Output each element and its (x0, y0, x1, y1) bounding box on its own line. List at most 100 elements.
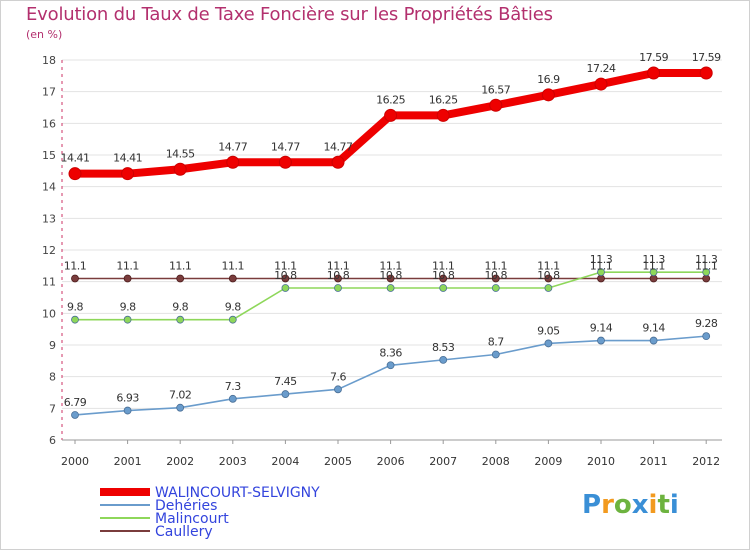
data-label: 11.1 (116, 260, 139, 273)
data-point (544, 339, 553, 348)
y-tick-label: 18 (42, 54, 56, 67)
data-label: 11.1 (590, 260, 613, 273)
data-label: 11.1 (432, 260, 455, 273)
y-tick-label: 15 (42, 149, 56, 162)
logo-letter: x (631, 490, 649, 520)
data-point (491, 350, 500, 359)
data-label: 10.8 (537, 269, 560, 282)
data-point (491, 284, 500, 292)
logo-letter: t (657, 490, 670, 520)
data-label: 11.1 (222, 260, 245, 273)
data-point (699, 66, 713, 80)
legend-label: Caullery (155, 524, 213, 540)
data-point (173, 162, 187, 176)
data-point (68, 167, 82, 181)
data-point (331, 155, 345, 169)
logo-letter: o (613, 490, 632, 520)
data-label: 11.3 (590, 253, 613, 266)
data-label: 14.77 (324, 140, 353, 153)
x-tick-label: 2008 (482, 455, 510, 468)
data-point (278, 155, 292, 169)
data-point (71, 274, 79, 283)
data-label: 16.25 (376, 93, 405, 106)
data-label: 10.8 (379, 269, 402, 282)
data-point (597, 268, 605, 277)
data-point (123, 274, 132, 283)
x-tick-label: 2009 (534, 455, 562, 468)
x-tick-label: 2007 (429, 455, 457, 468)
data-point (439, 274, 448, 283)
data-label: 11.3 (695, 253, 718, 266)
data-point (702, 268, 711, 277)
data-label: 11.1 (642, 260, 665, 273)
data-label: 7.6 (330, 370, 346, 383)
data-label: 6.93 (116, 392, 139, 405)
data-label: 16.9 (537, 73, 560, 86)
data-label: 11.1 (169, 260, 192, 273)
data-label: 7.45 (274, 375, 297, 388)
data-label: 11.1 (379, 260, 402, 273)
data-point (436, 108, 450, 122)
data-label: 7.3 (225, 380, 241, 393)
data-point (228, 274, 237, 283)
data-label: 9.8 (225, 301, 241, 314)
data-label: 11.1 (64, 260, 87, 273)
y-tick-label: 17 (42, 86, 56, 99)
data-label: 17.59 (639, 51, 668, 64)
data-label: 16.57 (481, 83, 510, 96)
data-point (439, 284, 448, 292)
data-label: 10.8 (274, 269, 297, 282)
data-label: 14.41 (61, 152, 90, 165)
x-tick-label: 2002 (166, 455, 194, 468)
data-point (544, 284, 553, 292)
x-tick-label: 2011 (640, 455, 668, 468)
data-point (597, 336, 605, 345)
data-label: 6.79 (64, 396, 87, 409)
data-point (71, 411, 79, 419)
y-tick-label: 8 (49, 371, 56, 384)
data-label: 9.28 (695, 317, 718, 330)
data-label: 7.02 (169, 389, 192, 402)
data-point (386, 284, 395, 292)
chart-unit-label: (en %) (26, 28, 63, 41)
data-label: 10.8 (432, 269, 455, 282)
data-point (176, 403, 185, 412)
data-label: 8.53 (432, 341, 455, 354)
y-tick-label: 6 (49, 434, 56, 447)
y-tick-label: 7 (49, 402, 56, 415)
data-point (649, 268, 658, 277)
logo-letter: i (669, 490, 679, 520)
data-label: 11.1 (537, 260, 560, 273)
data-label: 11.1 (274, 260, 297, 273)
data-label: 11.1 (695, 260, 718, 273)
data-point (594, 77, 608, 91)
data-point (334, 385, 342, 394)
logo-letter: r (601, 490, 614, 520)
x-tick-label: 2004 (271, 455, 299, 468)
data-point (334, 284, 342, 292)
data-point (281, 390, 290, 398)
x-tick-label: 2012 (692, 455, 720, 468)
data-point (384, 108, 398, 122)
data-point (649, 336, 658, 345)
data-point (281, 274, 290, 283)
data-point (544, 274, 553, 283)
legend-label: Malincourt (155, 511, 229, 527)
x-tick-label: 2003 (219, 455, 247, 468)
legend-label: WALINCOURT-SELVIGNY (155, 485, 320, 501)
logo-letter: P (582, 490, 602, 520)
y-tick-label: 11 (42, 276, 56, 289)
data-point (541, 88, 555, 102)
data-label: 9.05 (537, 324, 560, 337)
data-label: 11.1 (327, 260, 350, 273)
data-point (228, 394, 237, 403)
data-label: 9.14 (642, 322, 665, 335)
legend-label: Dehéries (155, 498, 217, 514)
x-tick-label: 2006 (377, 455, 405, 468)
data-label: 14.77 (218, 140, 247, 153)
data-label: 10.8 (327, 269, 350, 282)
y-tick-label: 14 (42, 181, 56, 194)
data-point (228, 315, 237, 324)
data-label: 17.59 (692, 51, 721, 64)
